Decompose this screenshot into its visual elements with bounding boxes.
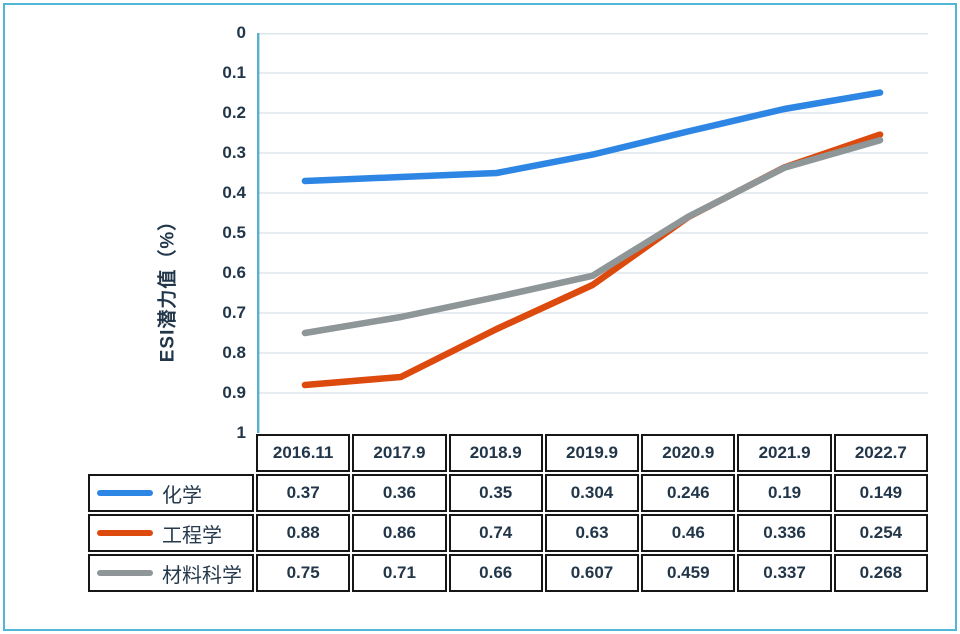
y-axis-tick-label: 0.9 [222, 383, 246, 402]
value-cell: 0.336 [737, 514, 832, 552]
legend-cell-材料科学: 材料科学 [88, 554, 254, 592]
legend-series-label: 材料科学 [162, 564, 242, 587]
column-header-date: 2016.11 [256, 434, 351, 472]
series-line-化学 [301, 89, 884, 185]
y-axis-tick-label: 0.8 [222, 343, 246, 362]
y-axis-tick-label: 0.7 [222, 303, 246, 322]
y-axis-tick-label: 0.1 [222, 63, 246, 82]
value-cell: 0.88 [256, 514, 351, 552]
column-header-date: 2022.7 [833, 434, 928, 472]
value-cell: 0.35 [448, 474, 543, 512]
value-cell: 0.268 [833, 554, 928, 592]
value-cell: 0.66 [448, 554, 543, 592]
legend-cell-化学: 化学 [88, 474, 254, 512]
y-axis-tick-label: 0.4 [222, 183, 246, 202]
table-corner-spacer [88, 434, 254, 472]
legend-line-swatch [97, 570, 153, 576]
value-cell: 0.37 [256, 474, 351, 512]
series-line-工程学 [301, 131, 884, 389]
column-header-date: 2020.9 [641, 434, 736, 472]
legend-series-label: 工程学 [162, 524, 222, 547]
legend-line-swatch [97, 530, 153, 536]
legend-series-label: 化学 [162, 484, 202, 507]
value-cell: 0.46 [641, 514, 736, 552]
value-cell: 0.36 [352, 474, 447, 512]
value-cell: 0.19 [737, 474, 832, 512]
chart-data-table: 2016.11 2017.9 2018.9 2019.9 2020.9 2021.9 202… [88, 434, 928, 592]
column-header-date: 2017.9 [352, 434, 447, 472]
value-cell: 0.75 [256, 554, 351, 592]
y-axis-tick-label: 0.6 [222, 263, 246, 282]
value-cell: 0.607 [544, 554, 640, 592]
column-header-date: 2021.9 [737, 434, 832, 472]
value-cell: 0.246 [641, 474, 736, 512]
value-cell: 0.63 [544, 514, 640, 552]
legend-line-swatch [97, 490, 153, 496]
column-header-date: 2019.9 [544, 434, 640, 472]
value-cell: 0.74 [448, 514, 543, 552]
y-axis-tick-label: 0.3 [222, 143, 246, 162]
column-header-date: 2018.9 [448, 434, 543, 472]
value-cell: 0.304 [544, 474, 640, 512]
value-cell: 0.254 [833, 514, 928, 552]
value-cell: 0.337 [737, 554, 832, 592]
legend-cell-工程学: 工程学 [88, 514, 254, 552]
series-line-材料科学 [301, 136, 884, 337]
value-cell: 0.71 [352, 554, 447, 592]
y-axis-tick-label: 1 [236, 423, 246, 442]
y-axis-tick-label: 0.2 [222, 103, 246, 122]
y-axis-tick-label: 0.5 [222, 223, 246, 242]
value-cell: 0.459 [641, 554, 736, 592]
y-axis-tick-label: 0 [236, 23, 246, 42]
value-cell: 0.149 [833, 474, 928, 512]
value-cell: 0.86 [352, 514, 447, 552]
line-chart-plot-area [257, 33, 928, 433]
